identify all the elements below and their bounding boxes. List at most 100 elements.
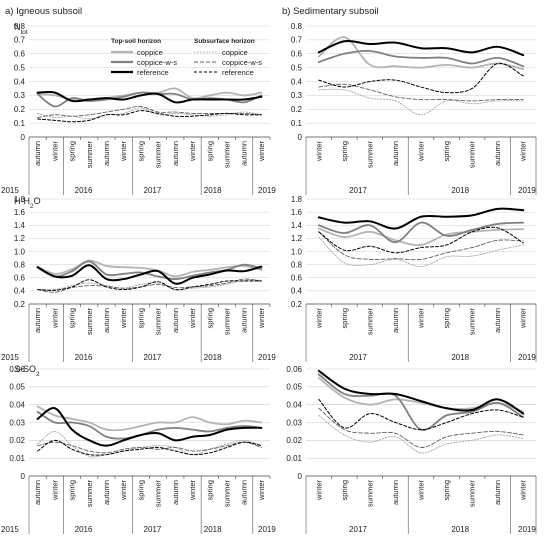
year-label: 2015 bbox=[1, 525, 19, 534]
year-label: 2015 bbox=[1, 353, 19, 362]
season-label: winter bbox=[314, 141, 323, 163]
series-line-reference-subsurface bbox=[318, 226, 524, 254]
y-tick-label: 0 bbox=[21, 472, 26, 481]
y-tick-label: 1.8 bbox=[291, 195, 303, 204]
season-label: winter bbox=[50, 480, 59, 502]
season-label: winter bbox=[119, 308, 128, 330]
season-label: spring bbox=[442, 480, 451, 500]
y-tick-label: 1.0 bbox=[14, 247, 26, 256]
season-label: summer bbox=[365, 308, 374, 336]
legend-label-coppice-w-s: coppice-w-s bbox=[137, 58, 177, 67]
season-label: summer bbox=[154, 141, 163, 169]
year-label: 2015 bbox=[1, 186, 19, 195]
season-label: winter bbox=[257, 480, 266, 502]
y-tick-label: 0.6 bbox=[291, 50, 303, 59]
year-label: 2017 bbox=[349, 186, 367, 195]
legend-label-sub-coppice: coppice bbox=[222, 48, 248, 57]
y-tick-label: 0 bbox=[21, 133, 26, 142]
season-label: winter bbox=[50, 308, 59, 330]
year-label: 2016 bbox=[75, 525, 93, 534]
y-tick-label: 0.02 bbox=[286, 436, 302, 445]
chart-igneous-ntot: 0 0.1 0.2 0.3 0.4 0.5 0.6 0.7 0.8 autumn winter spr… bbox=[1, 22, 276, 195]
y-tick-label: 0.5 bbox=[14, 63, 26, 72]
y-tick-label: 1.8 bbox=[14, 195, 26, 204]
season-label: summer bbox=[222, 308, 231, 336]
season-label: winter bbox=[417, 308, 426, 330]
season-label: winter bbox=[417, 480, 426, 502]
season-label: summer bbox=[85, 308, 94, 336]
season-label: autumn bbox=[102, 480, 111, 505]
y-tick-label: 0.2 bbox=[14, 105, 26, 114]
legend-label-sub-reference: reference bbox=[222, 68, 254, 77]
legend: Top-soil horizon Subsurface horizon copp… bbox=[111, 38, 262, 77]
y-tick-label: 0.2 bbox=[291, 300, 303, 309]
season-label: winter bbox=[417, 141, 426, 163]
y-tick-label: 0.05 bbox=[286, 383, 302, 392]
year-label: 2018 bbox=[204, 525, 222, 534]
season-label: winter bbox=[119, 480, 128, 502]
season-label: autumn bbox=[240, 141, 249, 166]
season-label: autumn bbox=[240, 480, 249, 505]
season-label: spring bbox=[205, 308, 214, 328]
season-label: spring bbox=[68, 480, 77, 500]
y-tick-label: 0.04 bbox=[286, 400, 302, 409]
series-line-coppice-subsurface bbox=[37, 279, 262, 291]
season-label: autumn bbox=[391, 480, 400, 505]
season-label: autumn bbox=[171, 141, 180, 166]
year-label: 2017 bbox=[349, 525, 367, 534]
series-line-coppice-w-s-subsurface bbox=[318, 83, 524, 102]
season-label: summer bbox=[468, 141, 477, 169]
season-label: summer bbox=[468, 308, 477, 336]
year-label: 2016 bbox=[75, 353, 93, 362]
year-label: 2019 bbox=[258, 525, 276, 534]
y-tick-label: 1.6 bbox=[14, 208, 26, 217]
chart-sedimentary-s-so2: 0 0.01 0.02 0.03 0.04 0.05 0.06 winter spring sum… bbox=[286, 365, 536, 534]
season-label: autumn bbox=[33, 141, 42, 166]
y-tick-label: 0.8 bbox=[291, 260, 303, 269]
series-line-coppice-w-s-subsurface bbox=[37, 278, 262, 293]
season-label: summer bbox=[154, 480, 163, 508]
season-label: autumn bbox=[102, 308, 111, 333]
season-label: winter bbox=[519, 141, 528, 163]
series-line-coppice-top-soil bbox=[317, 36, 525, 70]
y-tick-label: 0.3 bbox=[291, 91, 303, 100]
y-tick-label: 0.5 bbox=[291, 63, 303, 72]
chart-igneous-s-so2: 0 0.01 0.02 0.03 0.04 0.05 0.06 autumn winter spr… bbox=[1, 365, 276, 534]
legend-label-reference: reference bbox=[137, 68, 169, 77]
y-tick-label: 0.02 bbox=[9, 436, 25, 445]
y-tick-label: 0.4 bbox=[14, 77, 26, 86]
ylabel-ntot-sub: tot bbox=[21, 29, 28, 36]
legend-title-subsurface: Subsurface horizon bbox=[194, 38, 255, 45]
year-label: 2018 bbox=[204, 186, 222, 195]
y-tick-label: 0.2 bbox=[291, 105, 303, 114]
series-line-coppice-w-s-subsurface bbox=[318, 231, 524, 261]
y-tick-label: 0.03 bbox=[9, 418, 25, 427]
ylabel-s-so2-sub: 2 bbox=[36, 371, 40, 378]
season-label: autumn bbox=[493, 141, 502, 166]
season-label: summer bbox=[85, 480, 94, 508]
season-label: summer bbox=[222, 141, 231, 169]
season-label: winter bbox=[519, 308, 528, 330]
y-tick-label: 0 bbox=[298, 472, 303, 481]
legend-label-coppice: coppice bbox=[137, 48, 163, 57]
y-tick-label: 0.05 bbox=[9, 383, 25, 392]
series-line-coppice-w-s-subsurface bbox=[37, 105, 262, 119]
season-label: summer bbox=[365, 480, 374, 508]
season-label: spring bbox=[340, 308, 349, 328]
season-label: summer bbox=[222, 480, 231, 508]
y-tick-label: 1.0 bbox=[291, 247, 303, 256]
panel-title-igneous: a) Igneous subsoil bbox=[5, 6, 82, 17]
series-line-coppice-w-s-subsurface bbox=[37, 441, 262, 454]
series-line-coppice-w-s-top-soil bbox=[317, 49, 525, 68]
y-tick-label: 0.8 bbox=[14, 260, 26, 269]
y-tick-label: 0.06 bbox=[9, 365, 25, 374]
season-label: spring bbox=[442, 308, 451, 328]
y-tick-label: 0.06 bbox=[286, 365, 302, 374]
season-label: winter bbox=[119, 141, 128, 163]
season-label: spring bbox=[205, 141, 214, 161]
season-label: autumn bbox=[240, 308, 249, 333]
chart-sedimentary-ntot: 0 0.1 0.2 0.3 0.4 0.5 0.6 0.7 0.8 winter spring sum… bbox=[291, 22, 536, 195]
year-label: 2018 bbox=[204, 353, 222, 362]
season-label: summer bbox=[85, 141, 94, 169]
